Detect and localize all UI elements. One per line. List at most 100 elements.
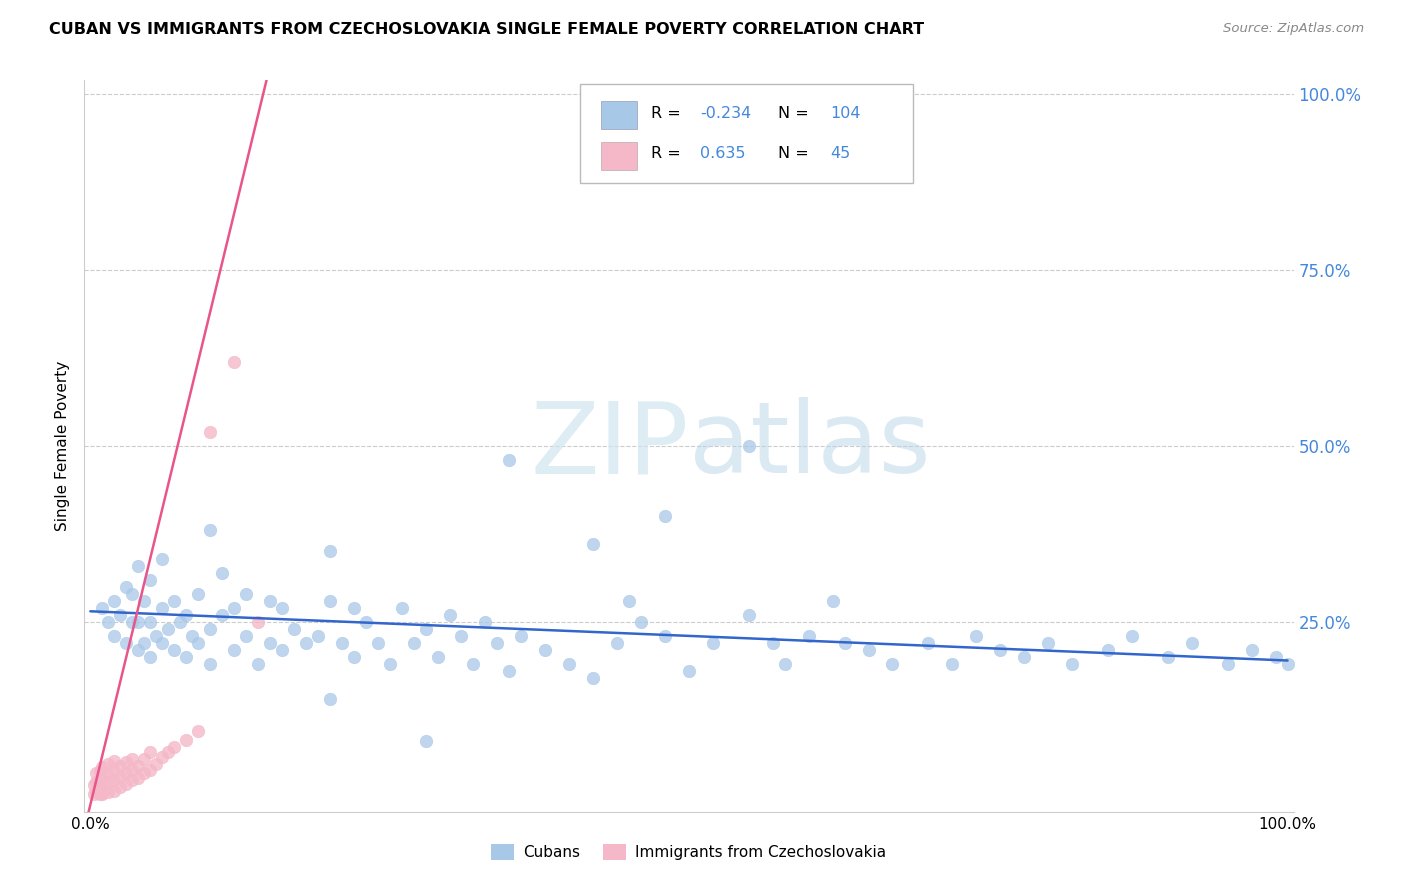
Point	[103, 593, 125, 607]
Point	[654, 509, 676, 524]
Point	[1121, 629, 1143, 643]
Point	[145, 629, 167, 643]
Point	[439, 607, 461, 622]
Point	[174, 607, 197, 622]
Point	[187, 587, 209, 601]
Point	[121, 773, 143, 788]
Point	[181, 629, 204, 643]
Point	[97, 615, 120, 629]
Point	[246, 615, 269, 629]
Point	[283, 622, 305, 636]
Point	[1036, 636, 1059, 650]
Point	[115, 580, 138, 594]
Text: R =: R =	[651, 146, 686, 161]
Point	[198, 425, 221, 439]
Point	[115, 776, 138, 790]
Point	[1012, 650, 1035, 665]
Point	[222, 354, 245, 368]
Point	[235, 587, 257, 601]
Point	[1157, 650, 1180, 665]
Point	[1277, 657, 1299, 671]
Point	[762, 636, 785, 650]
Text: 0.635: 0.635	[700, 146, 745, 161]
Point	[83, 787, 105, 801]
Point	[134, 593, 156, 607]
Point	[139, 615, 162, 629]
Y-axis label: Single Female Poverty: Single Female Poverty	[55, 361, 70, 531]
Point	[319, 544, 342, 558]
Point	[134, 766, 156, 780]
Point	[917, 636, 939, 650]
FancyBboxPatch shape	[600, 142, 637, 169]
Point	[391, 600, 413, 615]
Point	[187, 723, 209, 738]
Point	[150, 636, 173, 650]
Point	[702, 636, 724, 650]
Point	[127, 759, 149, 773]
Point	[89, 764, 111, 778]
Point	[121, 752, 143, 766]
Point	[121, 615, 143, 629]
Point	[319, 692, 342, 706]
Point	[678, 664, 700, 678]
Point	[103, 783, 125, 797]
Text: R =: R =	[651, 105, 686, 120]
Legend: Cubans, Immigrants from Czechoslovakia: Cubans, Immigrants from Czechoslovakia	[485, 838, 893, 866]
Point	[139, 763, 162, 777]
Point	[150, 749, 173, 764]
Point	[211, 607, 233, 622]
Point	[150, 600, 173, 615]
Point	[198, 622, 221, 636]
Point	[330, 636, 353, 650]
Point	[558, 657, 581, 671]
Point	[1240, 643, 1263, 657]
Point	[198, 657, 221, 671]
Point	[965, 629, 987, 643]
Point	[354, 615, 377, 629]
Point	[988, 643, 1011, 657]
Point	[174, 733, 197, 747]
Point	[222, 600, 245, 615]
Point	[121, 587, 143, 601]
Point	[319, 593, 342, 607]
Point	[738, 607, 761, 622]
Point	[127, 643, 149, 657]
Point	[259, 593, 281, 607]
Point	[89, 776, 111, 790]
Point	[145, 756, 167, 771]
Point	[307, 629, 329, 643]
Point	[103, 629, 125, 643]
Point	[169, 615, 191, 629]
Point	[1181, 636, 1204, 650]
Point	[617, 593, 640, 607]
Point	[139, 745, 162, 759]
Text: N =: N =	[779, 146, 814, 161]
Point	[97, 756, 120, 771]
Point	[83, 778, 105, 792]
FancyBboxPatch shape	[600, 101, 637, 128]
Point	[415, 734, 437, 748]
Point	[270, 643, 292, 657]
Point	[486, 636, 509, 650]
Point	[163, 593, 186, 607]
Point	[86, 785, 108, 799]
Point	[378, 657, 401, 671]
Point	[1216, 657, 1239, 671]
Point	[450, 629, 472, 643]
Text: 45: 45	[831, 146, 851, 161]
Point	[821, 593, 844, 607]
Point	[127, 771, 149, 785]
Point	[134, 636, 156, 650]
Point	[150, 551, 173, 566]
Point	[163, 739, 186, 754]
Point	[882, 657, 904, 671]
Point	[163, 643, 186, 657]
Point	[110, 770, 132, 784]
Point	[343, 650, 366, 665]
Point	[222, 643, 245, 657]
Point	[582, 537, 605, 551]
Point	[1264, 650, 1286, 665]
Point	[498, 453, 520, 467]
Point	[1097, 643, 1119, 657]
FancyBboxPatch shape	[581, 84, 912, 183]
